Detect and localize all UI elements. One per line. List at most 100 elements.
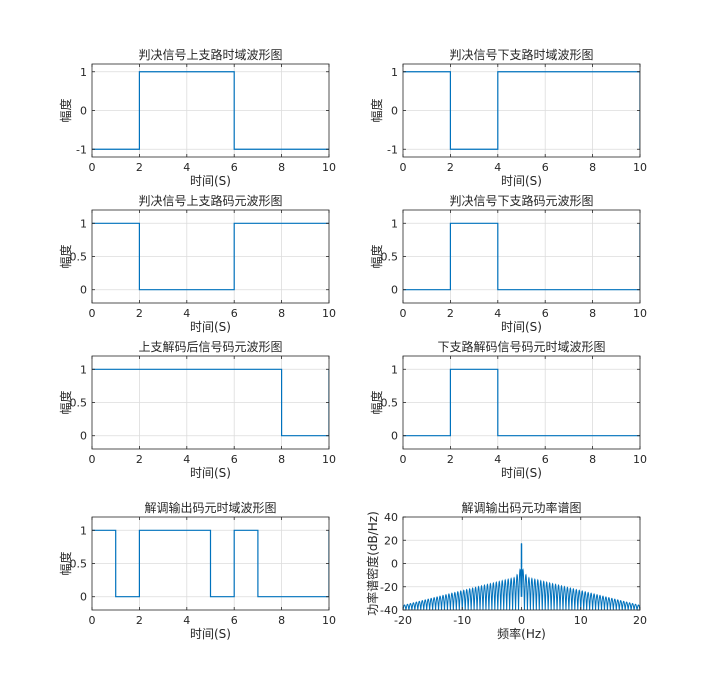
subplot-title: 上支解码后信号码元波形图 xyxy=(138,340,282,354)
y-tick-label: 0.5 xyxy=(381,251,399,264)
x-tick-label: 6 xyxy=(231,307,238,320)
y-tick-label: 0 xyxy=(391,558,398,571)
x-tick-label: 4 xyxy=(183,614,190,627)
series-line xyxy=(92,368,329,437)
x-tick-label: 0 xyxy=(518,614,525,627)
y-axis-label: 幅度 xyxy=(58,98,73,122)
y-axis-label: 幅度 xyxy=(58,551,73,575)
x-tick-label: 2 xyxy=(447,161,454,174)
x-tick-label: -20 xyxy=(394,614,412,627)
x-axis-label: 时间(S) xyxy=(501,174,542,188)
x-tick-label: 2 xyxy=(136,307,143,320)
subplot-title: 判决信号下支路码元波形图 xyxy=(449,193,593,208)
y-axis-label: 幅度 xyxy=(58,244,73,268)
y-axis-label: 幅度 xyxy=(369,390,384,414)
x-axis-label: 时间(S) xyxy=(190,174,231,188)
x-tick-label: 8 xyxy=(589,161,596,174)
y-tick-label: 0.5 xyxy=(70,251,88,264)
x-tick-label: 20 xyxy=(633,614,647,627)
x-tick-label: 8 xyxy=(278,453,285,466)
x-tick-label: 10 xyxy=(322,614,336,627)
x-tick-label: 6 xyxy=(231,161,238,174)
y-tick-label: 0 xyxy=(391,105,398,118)
y-tick-label: 1 xyxy=(391,363,398,376)
x-tick-label: 8 xyxy=(589,307,596,320)
subplot-title: 判决信号下支路时域波形图 xyxy=(449,47,593,62)
y-axis-label: 幅度 xyxy=(369,98,384,122)
x-tick-label: 4 xyxy=(183,453,190,466)
x-tick-label: -10 xyxy=(453,614,471,627)
x-tick-label: 8 xyxy=(589,453,596,466)
y-tick-label: 1 xyxy=(80,66,87,79)
x-tick-label: 2 xyxy=(136,614,143,627)
x-tick-label: 4 xyxy=(494,307,501,320)
series-line xyxy=(92,71,329,150)
y-tick-label: 20 xyxy=(384,534,398,547)
x-tick-label: 8 xyxy=(278,161,285,174)
x-axis-label: 频率(Hz) xyxy=(497,626,546,641)
x-tick-label: 0 xyxy=(400,307,407,320)
x-tick-label: 8 xyxy=(278,307,285,320)
x-tick-label: 10 xyxy=(322,161,336,174)
y-tick-label: 0 xyxy=(80,430,87,443)
x-tick-label: 6 xyxy=(542,453,549,466)
y-tick-label: 1 xyxy=(80,217,87,230)
x-tick-label: 6 xyxy=(542,161,549,174)
x-tick-label: 4 xyxy=(183,307,190,320)
x-tick-label: 10 xyxy=(574,614,588,627)
x-tick-label: 8 xyxy=(278,614,285,627)
y-tick-label: 0.5 xyxy=(381,397,399,410)
x-tick-label: 4 xyxy=(183,161,190,174)
x-axis-label: 时间(S) xyxy=(190,466,231,480)
x-tick-label: 0 xyxy=(89,161,96,174)
x-tick-label: 4 xyxy=(494,453,501,466)
y-tick-label: -20 xyxy=(380,581,398,594)
x-tick-label: 0 xyxy=(89,307,96,320)
subplot-title: 判决信号上支路码元波形图 xyxy=(138,193,282,208)
y-tick-label: 40 xyxy=(384,511,398,524)
series-line xyxy=(403,368,640,437)
series-line xyxy=(92,529,329,598)
subplot-8: -20 -10 0 10 20-40-2002040解调输出码元功率谱图频率(Hz)功率… xyxy=(365,500,647,641)
y-tick-label: 0 xyxy=(80,105,87,118)
y-tick-label: 0 xyxy=(391,284,398,297)
x-tick-label: 0 xyxy=(89,453,96,466)
x-tick-label: 2 xyxy=(447,453,454,466)
x-axis-label: 时间(S) xyxy=(501,320,542,334)
x-tick-label: 2 xyxy=(136,161,143,174)
y-axis-label: 功率谱密度(dB/Hz) xyxy=(365,511,380,616)
y-axis-label: 幅度 xyxy=(369,244,384,268)
x-tick-label: 6 xyxy=(542,307,549,320)
y-tick-label: 1 xyxy=(391,217,398,230)
y-tick-label: 0 xyxy=(80,284,87,297)
y-tick-label: 1 xyxy=(391,66,398,79)
subplot-title: 判决信号上支路时域波形图 xyxy=(138,47,282,62)
series-line xyxy=(403,71,640,150)
y-tick-label: 0.5 xyxy=(70,558,88,571)
x-tick-label: 2 xyxy=(136,453,143,466)
y-tick-label: -1 xyxy=(387,143,398,156)
y-tick-label: 0.5 xyxy=(70,397,88,410)
x-axis-label: 时间(S) xyxy=(501,466,542,480)
series-line xyxy=(92,222,329,291)
x-tick-label: 10 xyxy=(633,307,647,320)
subplot-title: 解调输出码元时域波形图 xyxy=(144,500,276,515)
y-tick-label: 0 xyxy=(391,430,398,443)
x-tick-label: 2 xyxy=(447,307,454,320)
y-axis-label: 幅度 xyxy=(58,390,73,414)
x-tick-label: 0 xyxy=(400,161,407,174)
y-tick-label: -40 xyxy=(380,604,398,617)
x-tick-label: 0 xyxy=(400,453,407,466)
y-tick-label: -1 xyxy=(76,143,87,156)
x-tick-label: 4 xyxy=(494,161,501,174)
x-tick-label: 10 xyxy=(322,307,336,320)
x-tick-label: 6 xyxy=(231,453,238,466)
